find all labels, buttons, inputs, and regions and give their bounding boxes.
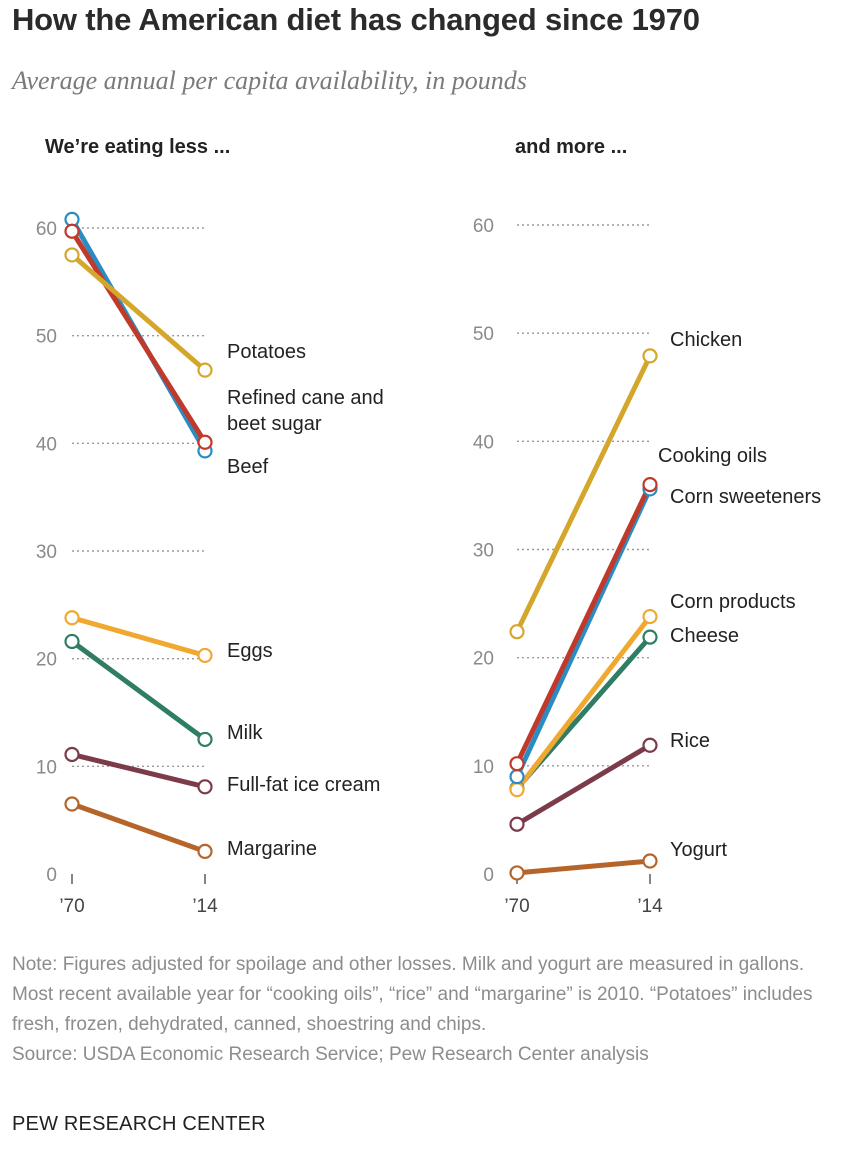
y-tick-label: 50 [473, 324, 494, 345]
data-point [642, 737, 658, 753]
chart-title: How the American diet has changed since … [12, 2, 700, 37]
panel-title: and more ... [515, 136, 627, 158]
x-tick-label: ’14 [637, 896, 663, 917]
data-point [197, 843, 213, 859]
series-line [69, 638, 208, 742]
data-point [509, 865, 525, 881]
data-point [642, 853, 658, 869]
x-tick-label: ’70 [504, 896, 529, 917]
y-tick-label: 0 [483, 865, 494, 886]
series-label: Full-fat ice cream [227, 774, 380, 796]
series-label: Corn sweeteners [670, 486, 821, 508]
series-label: Eggs [227, 640, 273, 662]
footer: Note: Figures adjusted for spoilage and … [12, 950, 832, 1070]
x-tick-label: ’14 [192, 896, 218, 917]
data-point [509, 782, 525, 798]
series-line [514, 858, 653, 876]
y-tick-label: 40 [473, 432, 494, 453]
series-label: Chicken [670, 329, 742, 351]
series-line [69, 615, 208, 658]
series-label: Refined cane and [227, 387, 384, 409]
data-point [642, 608, 658, 625]
data-point [509, 756, 525, 772]
y-tick-label: 10 [473, 757, 494, 778]
series-label: Milk [227, 722, 264, 744]
y-tick-label: 30 [473, 541, 494, 562]
footer-note: Note: Figures adjusted for spoilage and … [12, 954, 813, 1035]
y-tick-label: 30 [36, 542, 57, 563]
y-tick-label: 60 [36, 219, 57, 240]
series-line [69, 228, 208, 445]
slope-charts: We’re eating less ... 0 10 20 30 40 50 60 ’70 ’14… [36, 136, 821, 917]
panel-title: We’re eating less ... [45, 136, 230, 158]
brand-name: PEW RESEARCH CENTER [12, 1113, 266, 1135]
series-label: Margarine [227, 838, 317, 860]
series-label: Rice [670, 730, 710, 752]
data-point [642, 477, 658, 493]
y-tick-label: 0 [46, 865, 57, 886]
series-line [514, 614, 653, 793]
data-point [64, 746, 80, 763]
data-point [197, 362, 213, 378]
chart-subtitle: Average annual per capita availability, … [12, 66, 527, 95]
y-tick-label: 40 [36, 434, 57, 455]
series-line [69, 751, 208, 790]
data-point [509, 624, 525, 640]
series-label: Beef [227, 456, 269, 478]
series-line [514, 353, 653, 635]
series-label: Cheese [670, 625, 739, 647]
data-point [642, 629, 658, 645]
data-point [197, 434, 213, 450]
series-label: beet sugar [227, 413, 322, 435]
y-tick-label: 50 [36, 327, 57, 348]
series-label: Yogurt [670, 839, 728, 861]
data-point [197, 779, 213, 795]
y-tick-label: 60 [473, 216, 494, 237]
series-label: Cooking oils [658, 445, 767, 467]
x-tick-label: ’70 [59, 896, 84, 917]
data-point [197, 731, 213, 748]
data-point [642, 348, 658, 364]
series-label: Corn products [670, 591, 796, 613]
data-point [64, 223, 80, 239]
data-point [509, 769, 525, 785]
data-point [64, 247, 80, 263]
footer-source: Source: USDA Economic Research Service; … [12, 1044, 649, 1065]
data-point [197, 647, 213, 664]
series-line [514, 742, 653, 827]
series-line [514, 482, 653, 767]
series-label: Potatoes [227, 341, 306, 363]
data-point [509, 816, 525, 832]
data-point [64, 610, 80, 626]
series-line [69, 252, 208, 373]
y-tick-label: 20 [36, 650, 57, 671]
data-point [64, 633, 80, 650]
y-tick-label: 10 [36, 757, 57, 778]
data-point [64, 796, 80, 812]
y-tick-label: 20 [473, 649, 494, 670]
series-line [69, 801, 208, 854]
